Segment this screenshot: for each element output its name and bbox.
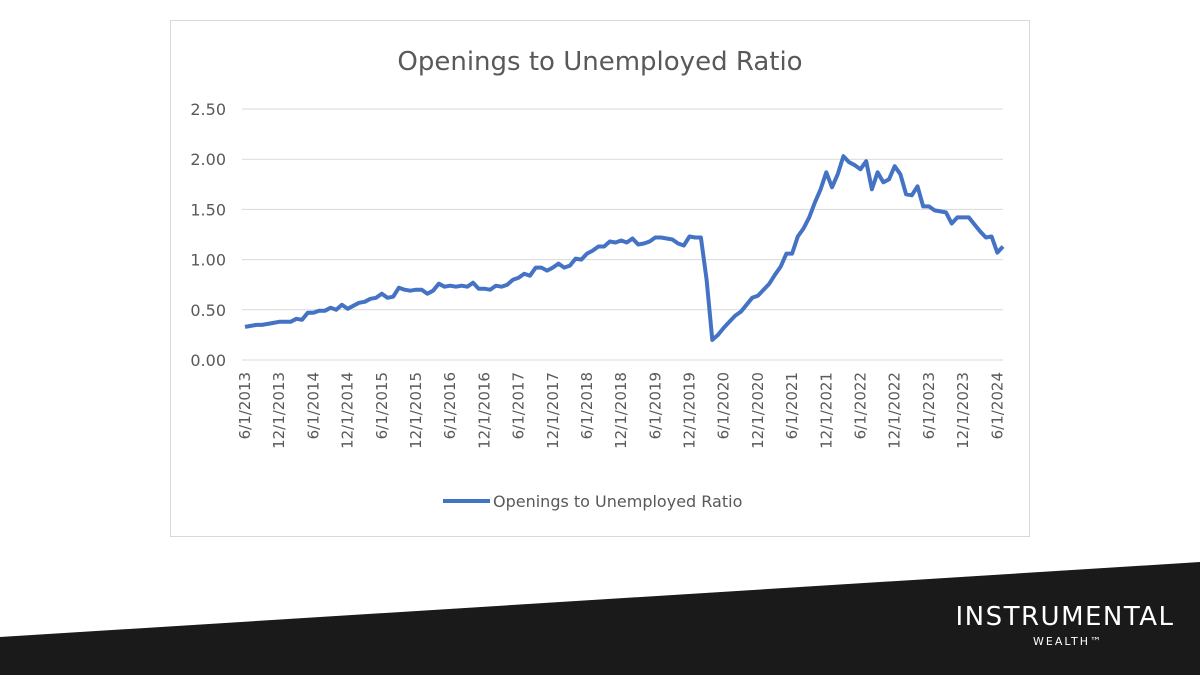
x-tick-label: 6/1/2024 bbox=[988, 372, 1006, 439]
y-tick-label: 2.50 bbox=[190, 100, 226, 119]
x-tick-label: 12/1/2020 bbox=[749, 372, 767, 449]
x-tick-label: 6/1/2013 bbox=[236, 372, 254, 439]
x-tick-label: 6/1/2014 bbox=[304, 372, 322, 439]
x-tick-label: 6/1/2018 bbox=[578, 372, 596, 439]
x-tick-label: 12/1/2015 bbox=[407, 372, 425, 449]
x-tick-label: 12/1/2018 bbox=[612, 372, 630, 449]
x-tick-label: 12/1/2014 bbox=[339, 372, 357, 449]
x-tick-label: 6/1/2015 bbox=[373, 372, 391, 439]
x-tick-label: 6/1/2016 bbox=[441, 372, 459, 439]
x-tick-label: 12/1/2013 bbox=[270, 372, 288, 449]
brand-sub: WEALTH™ bbox=[1033, 635, 1103, 648]
x-tick-label: 6/1/2021 bbox=[783, 372, 801, 439]
x-tick-label: 6/1/2022 bbox=[852, 372, 870, 439]
x-tick-label: 12/1/2022 bbox=[886, 372, 904, 449]
y-tick-label: 2.00 bbox=[190, 150, 226, 169]
x-tick-label: 12/1/2023 bbox=[954, 372, 972, 449]
x-tick-label: 6/1/2017 bbox=[510, 372, 528, 439]
x-tick-label: 12/1/2016 bbox=[475, 372, 493, 449]
y-tick-label: 1.00 bbox=[190, 251, 226, 270]
y-tick-label: 0.50 bbox=[190, 301, 226, 320]
x-tick-label: 12/1/2017 bbox=[544, 372, 562, 449]
chart-frame bbox=[170, 20, 1030, 537]
x-tick-label: 12/1/2019 bbox=[681, 372, 699, 449]
y-tick-label: 0.00 bbox=[190, 351, 226, 370]
brand-band bbox=[0, 562, 1200, 675]
chart-title: Openings to Unemployed Ratio bbox=[397, 47, 802, 77]
brand-name: INSTRUMENTAL bbox=[955, 602, 1174, 632]
x-tick-label: 6/1/2020 bbox=[715, 372, 733, 439]
data-line bbox=[244, 154, 1005, 342]
y-tick-label: 1.50 bbox=[190, 200, 226, 219]
x-tick-label: 6/1/2019 bbox=[646, 372, 664, 439]
x-tick-label: 6/1/2023 bbox=[920, 372, 938, 439]
legend-label: Openings to Unemployed Ratio bbox=[493, 492, 742, 511]
x-tick-label: 12/1/2021 bbox=[817, 372, 835, 449]
